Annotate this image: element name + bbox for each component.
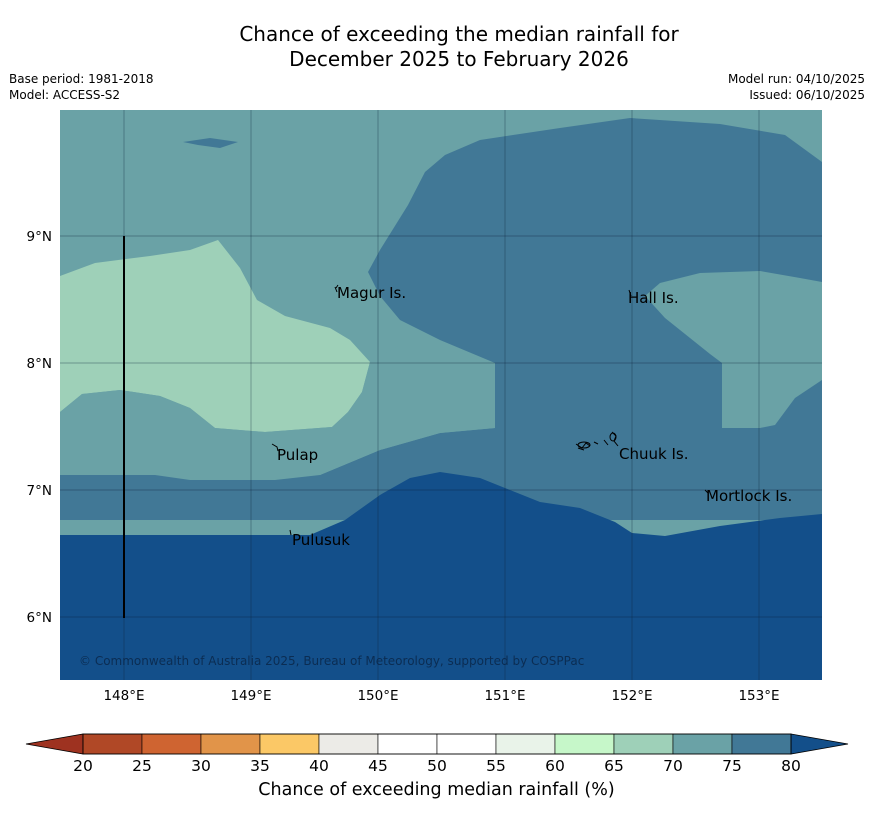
title-line-1: Chance of exceeding the median rainfall …: [239, 22, 679, 46]
place-mortlock: Mortlock Is.: [706, 487, 792, 505]
lat-label: 8°N: [27, 356, 52, 372]
lat-label: 9°N: [27, 229, 52, 245]
island-magur: [334, 284, 339, 293]
lat-label: 7°N: [27, 483, 52, 499]
colorbar-segment: [436, 733, 497, 755]
island-hall: [628, 289, 632, 297]
colorbar-segment: [200, 733, 261, 755]
colorbar-over-arrow: [790, 733, 849, 755]
colorbar-segment: [672, 733, 733, 755]
place-pulap: Pulap: [277, 446, 318, 464]
colorbar-segment: [495, 733, 556, 755]
region-80-plus-south: [60, 472, 822, 680]
colorbar-tick-label: 75: [722, 757, 742, 775]
colorbar-tick-label: 45: [368, 757, 388, 775]
place-pulusuk: Pulusuk: [292, 531, 350, 549]
colorbar-segment: [141, 733, 202, 755]
colorbar-tick-label: 35: [250, 757, 270, 775]
place-chuuk: Chuuk Is.: [619, 445, 688, 463]
colorbar-segment: [613, 733, 674, 755]
colorbar-segment: [731, 733, 792, 755]
island-pulap: [271, 443, 279, 452]
model-name: Model: ACCESS-S2: [9, 88, 121, 102]
model-run: Model run: 04/10/2025: [727, 72, 865, 86]
issued-date: Issued: 06/10/2025: [749, 88, 865, 102]
lat-label: 6°N: [27, 610, 52, 626]
lon-label: 152°E: [611, 688, 652, 704]
map-area: Magur Is. Hall Is. Pulap Chuuk Is. Mortl…: [60, 110, 822, 680]
colorbar: 20 25 30 35 40 45 50 55 60 65 70 75 80: [25, 733, 849, 775]
copyright-notice: © Commonwealth of Australia 2025, Bureau…: [79, 654, 584, 668]
region-75-80-small-blob: [183, 138, 238, 148]
island-chuuk: [575, 431, 619, 451]
region-75-80-northeast: [60, 118, 822, 520]
lon-label: 153°E: [738, 688, 779, 704]
colorbar-segment: [82, 733, 143, 755]
region-70-75-band: [60, 345, 495, 480]
colorbar-tick-label: 80: [781, 757, 801, 775]
colorbar-frame: [82, 733, 792, 755]
place-magur: Magur Is.: [337, 284, 406, 302]
base-period: Base period: 1981-2018: [9, 72, 154, 86]
colorbar-segment: [259, 733, 320, 755]
lon-label: 150°E: [357, 688, 398, 704]
colorbar-under-arrow: [25, 733, 84, 755]
region-65-70-west: [60, 240, 370, 432]
colorbar-tick-label: 70: [663, 757, 683, 775]
island-outlines: [271, 284, 709, 536]
colorbar-segment: [554, 733, 615, 755]
island-pulusuk: [289, 529, 292, 536]
colorbar-tick-label: 65: [604, 757, 624, 775]
map-title: Chance of exceeding the median rainfall …: [0, 22, 873, 72]
lon-label: 149°E: [230, 688, 271, 704]
lon-label: 151°E: [484, 688, 525, 704]
colorbar-tick-label: 40: [309, 757, 329, 775]
colorbar-tick-label: 20: [73, 757, 93, 775]
longitude-labels: 148°E 149°E 150°E 151°E 152°E 153°E: [103, 688, 779, 704]
title-line-2: December 2025 to February 2026: [289, 47, 629, 71]
place-hall: Hall Is.: [628, 289, 679, 307]
meta-right: Model run: 04/10/2025 Issued: 06/10/2025: [728, 71, 865, 103]
colorbar-segment: [377, 733, 438, 755]
lon-label: 148°E: [103, 688, 144, 704]
colorbar-tick-label: 60: [545, 757, 565, 775]
colorbar-tick-label: 50: [427, 757, 447, 775]
latitude-labels: 9°N 8°N 7°N 6°N: [27, 229, 52, 626]
meta-left: Base period: 1981-2018 Model: ACCESS-S2: [9, 71, 154, 103]
colorbar-label: Chance of exceeding median rainfall (%): [258, 780, 615, 800]
colorbar-tick-label: 25: [132, 757, 152, 775]
colorbar-tick-label: 30: [191, 757, 211, 775]
island-mortlock: [704, 489, 709, 494]
colorbar-tick-label: 55: [486, 757, 506, 775]
colorbar-segment: [318, 733, 379, 755]
